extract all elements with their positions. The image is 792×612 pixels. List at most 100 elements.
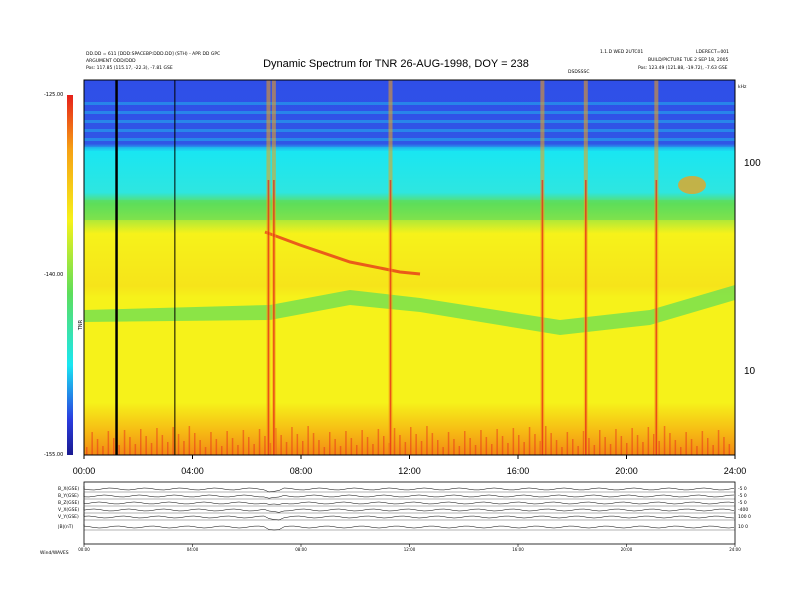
fringe bbox=[507, 443, 509, 455]
fringe bbox=[609, 444, 612, 455]
fringe bbox=[582, 431, 585, 455]
fringe bbox=[631, 428, 633, 455]
fringe bbox=[728, 444, 731, 455]
fringe bbox=[539, 441, 542, 455]
fringe bbox=[140, 429, 142, 455]
fringe bbox=[566, 432, 569, 455]
fringe bbox=[620, 436, 623, 455]
stack-trace-2 bbox=[83, 500, 735, 505]
y-tick-100: 100 bbox=[744, 158, 761, 169]
fringe bbox=[669, 433, 671, 455]
burst-core-5 bbox=[655, 180, 658, 455]
stack-traces bbox=[83, 486, 736, 547]
fringe bbox=[496, 429, 498, 455]
colorbar-label-top: -125.00 bbox=[44, 92, 64, 98]
fringe bbox=[361, 430, 363, 455]
fringe bbox=[469, 438, 471, 455]
fringe bbox=[717, 430, 720, 455]
stack-right-0: -5 0 bbox=[738, 487, 747, 492]
fringe bbox=[534, 434, 536, 455]
fringe bbox=[572, 439, 574, 455]
stack-trace-3 bbox=[83, 507, 735, 513]
fringe bbox=[393, 428, 396, 455]
footer-label: Wind/WAVES bbox=[40, 551, 69, 556]
fringe bbox=[399, 435, 401, 455]
header-left-line2: ARGUMENT ODD/DDD bbox=[86, 59, 136, 64]
fringe bbox=[383, 436, 385, 455]
fringe bbox=[626, 443, 628, 455]
fringe bbox=[523, 442, 525, 455]
drift-streak bbox=[264, 230, 421, 276]
x-tick-label: 00:00 bbox=[72, 466, 96, 476]
fringe bbox=[437, 440, 439, 455]
fringe bbox=[366, 437, 369, 455]
spectrogram bbox=[84, 80, 735, 455]
fringe bbox=[123, 430, 126, 455]
fringe bbox=[204, 447, 207, 455]
fringe bbox=[280, 435, 282, 455]
black-markers bbox=[115, 80, 176, 455]
stack-x-tick-label: 16:00 bbox=[512, 547, 524, 552]
fringe bbox=[480, 430, 482, 455]
colorbar-unit: TNR bbox=[78, 319, 85, 331]
fringe bbox=[258, 429, 261, 455]
stack-x-tick-label: 00:00 bbox=[78, 547, 90, 552]
emission-blob bbox=[678, 176, 706, 194]
stack-right-2: -5 0 bbox=[738, 501, 747, 506]
fringe bbox=[485, 437, 488, 455]
band-stripe bbox=[84, 147, 735, 150]
fringe bbox=[242, 430, 245, 455]
fringe bbox=[150, 443, 153, 455]
stack-label-3: V_X(GSE) bbox=[58, 508, 80, 513]
header-right-line4: Pos: 123.49 (121.88, -19.72), -7.63 GSE bbox=[638, 66, 728, 71]
fringe bbox=[167, 442, 169, 455]
fringe bbox=[636, 435, 639, 455]
fringe bbox=[712, 445, 714, 455]
stack-trace-0 bbox=[83, 486, 735, 493]
fringe bbox=[464, 431, 466, 455]
header-right-line2: LDERECT=001 bbox=[696, 50, 730, 55]
band-stripe bbox=[84, 120, 735, 123]
fringe bbox=[545, 426, 547, 455]
fringe bbox=[329, 432, 331, 455]
fringe bbox=[334, 439, 336, 455]
stack-x-tick-label: 24:00 bbox=[729, 547, 741, 552]
fringe bbox=[102, 446, 104, 455]
fringe bbox=[96, 439, 99, 455]
x-tick-label: 16:00 bbox=[506, 466, 530, 476]
x-tick-label: 20:00 bbox=[615, 466, 638, 476]
band-stripe bbox=[84, 138, 735, 141]
stack-trace-1 bbox=[83, 493, 735, 499]
x-tick-label: 04:00 bbox=[181, 466, 204, 476]
fringe bbox=[134, 444, 137, 455]
burst-core-2 bbox=[389, 180, 392, 455]
chart-title: Dynamic Spectrum for TNR 26-AUG-1998, DO… bbox=[263, 58, 529, 70]
fringe bbox=[145, 436, 147, 455]
stack-label-5: |B|(nT) bbox=[58, 525, 74, 530]
burst-core-1 bbox=[273, 180, 275, 455]
header-left-line1: DD.DD = 611 [DDD:SPACEBP:DDD.DD] (STH) -… bbox=[86, 52, 221, 57]
stack-x-tick-label: 08:00 bbox=[295, 547, 307, 552]
fringe bbox=[431, 433, 434, 455]
fringe bbox=[410, 427, 412, 455]
colorbar bbox=[67, 95, 73, 455]
fringe bbox=[491, 444, 493, 455]
fringe bbox=[285, 442, 288, 455]
stack-label-4: V_Y(GSE) bbox=[58, 515, 79, 520]
fringe bbox=[323, 447, 326, 455]
fringe bbox=[231, 438, 234, 455]
fringe bbox=[221, 446, 223, 455]
fringe bbox=[291, 427, 293, 455]
header-right-small: DSDSSSC bbox=[568, 70, 590, 75]
fringe bbox=[177, 434, 180, 455]
fringe bbox=[658, 441, 660, 455]
fringe bbox=[356, 445, 358, 455]
fringe bbox=[701, 431, 704, 455]
fringe bbox=[528, 427, 531, 455]
fringe bbox=[296, 434, 299, 455]
fringe bbox=[86, 447, 88, 455]
header-right-line1: 1.1.D WED 2UTC01 bbox=[600, 50, 644, 55]
fringe bbox=[172, 427, 174, 455]
spectrogram-features bbox=[84, 80, 735, 455]
header-left-line3: Pos: 117.85 (115.17, -22.3), -7.81 GSE bbox=[86, 66, 173, 71]
